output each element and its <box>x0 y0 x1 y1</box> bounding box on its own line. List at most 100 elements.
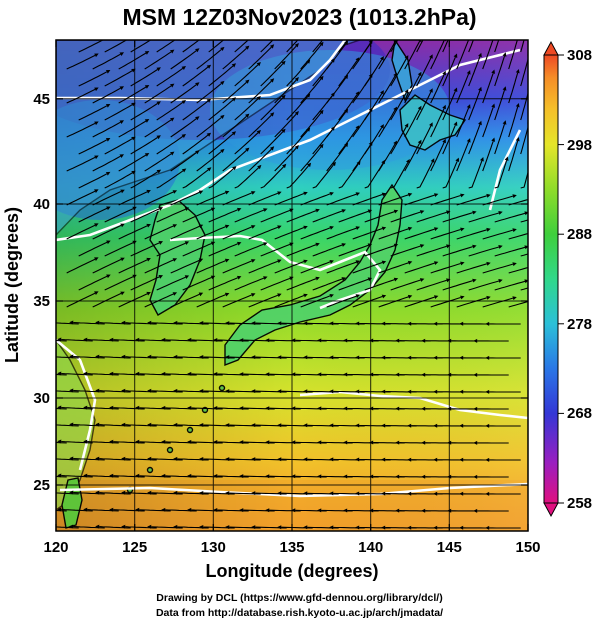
lat-lon-grid <box>56 40 528 531</box>
streamline-arrowhead <box>251 191 256 195</box>
streamline-arrowhead <box>120 189 125 194</box>
streamline-arrowhead <box>135 405 140 410</box>
chart-title: MSM 12Z03Nov2023 (1013.2hPa) <box>122 4 477 30</box>
streamline <box>78 105 108 121</box>
streamline <box>260 166 285 189</box>
streamline <box>286 244 317 257</box>
streamline <box>248 114 272 138</box>
streamline-arrowhead <box>442 104 446 110</box>
streamline-arrowhead <box>459 389 464 394</box>
streamline-arrowhead <box>265 440 270 445</box>
streamline <box>456 40 470 70</box>
streamline <box>404 74 421 104</box>
streamline-arrowhead <box>355 260 360 264</box>
streamline <box>78 173 108 189</box>
streamline-arrowhead <box>181 66 186 70</box>
streamline <box>118 154 147 172</box>
streamline-arrowhead <box>173 524 178 529</box>
streamline <box>468 90 481 121</box>
streamline <box>352 193 383 206</box>
streamline <box>222 192 253 206</box>
streamline-arrowhead <box>504 156 509 161</box>
streamline-arrowhead <box>503 18 507 23</box>
streamline-arrowhead <box>381 423 386 428</box>
streamline-arrowhead <box>277 423 282 428</box>
streamline <box>520 253 528 257</box>
streamline <box>364 162 384 189</box>
streamline-arrowhead <box>282 163 287 169</box>
streamline-arrowhead <box>502 86 507 91</box>
streamline-arrowhead <box>225 423 230 428</box>
streamline <box>222 81 247 104</box>
streamline-arrowhead <box>187 405 192 410</box>
streamline <box>338 210 369 223</box>
streamline-arrowhead <box>294 77 299 82</box>
streamline-arrowhead <box>199 423 204 427</box>
streamline-arrowhead <box>303 423 308 428</box>
streamline-arrowhead <box>198 224 204 229</box>
streamline <box>260 63 284 87</box>
streamline <box>191 339 223 342</box>
streamline <box>177 356 209 359</box>
streamline-arrowhead <box>303 491 308 496</box>
streamline <box>191 441 223 444</box>
streamline-arrowhead <box>315 208 320 213</box>
streamline-arrowhead <box>381 294 387 299</box>
streamline-arrowhead <box>135 439 140 444</box>
streamline <box>208 243 238 257</box>
streamline-arrowhead <box>329 260 334 264</box>
streamline-arrowhead <box>147 422 152 427</box>
streamline <box>130 103 158 121</box>
streamline <box>66 258 96 274</box>
streamline-arrowhead <box>498 279 503 283</box>
streamline-arrowhead <box>251 423 256 428</box>
streamline <box>494 246 526 257</box>
streamline-arrowhead <box>265 508 270 513</box>
streamline-arrowhead <box>404 55 409 60</box>
streamline-arrowhead <box>232 166 237 171</box>
streamline <box>170 225 200 240</box>
streamline-arrowhead <box>433 321 438 326</box>
colorbar-body <box>543 54 559 504</box>
streamline-arrowhead <box>170 151 175 156</box>
streamline-arrowhead <box>395 508 400 513</box>
streamline <box>61 474 93 478</box>
streamline-arrowhead <box>466 104 471 109</box>
streamline <box>404 108 421 138</box>
streamline <box>326 193 357 206</box>
streamline-arrowhead <box>251 389 256 394</box>
streamline <box>144 153 172 172</box>
streamline <box>300 146 322 172</box>
streamline-arrowhead <box>329 294 334 298</box>
streamline <box>118 191 148 206</box>
streamline-arrowhead <box>344 40 349 46</box>
colorbar: 308 298 288 278 268 258 <box>543 40 592 518</box>
streamline-arrowhead <box>224 258 230 263</box>
streamline <box>56 441 67 444</box>
streamline <box>73 355 105 359</box>
streamline-arrowhead <box>121 354 126 359</box>
streamline-arrowhead <box>447 508 452 513</box>
streamline-arrowhead <box>121 456 126 461</box>
streamline <box>170 259 200 274</box>
streamline <box>243 509 275 512</box>
streamline-arrowhead <box>306 59 311 64</box>
streamline-arrowhead <box>225 457 230 462</box>
streamline <box>182 169 209 189</box>
streamline-arrowhead <box>330 92 335 97</box>
streamline <box>92 190 122 206</box>
streamline-arrowhead <box>512 228 517 233</box>
streamline <box>456 229 487 240</box>
streamline-arrowhead <box>57 473 62 478</box>
streamline <box>165 407 197 410</box>
x-tick-marks <box>55 40 529 531</box>
streamline <box>430 194 461 206</box>
streamline-arrowhead <box>539 297 543 301</box>
streamline-arrowhead <box>303 259 308 264</box>
streamline-arrowhead <box>502 52 507 57</box>
streamline-arrowhead <box>265 338 270 343</box>
streamline-arrowhead <box>265 474 270 479</box>
streamline <box>73 321 105 325</box>
streamline-arrowhead <box>421 338 426 343</box>
streamline-arrowhead <box>119 52 124 56</box>
